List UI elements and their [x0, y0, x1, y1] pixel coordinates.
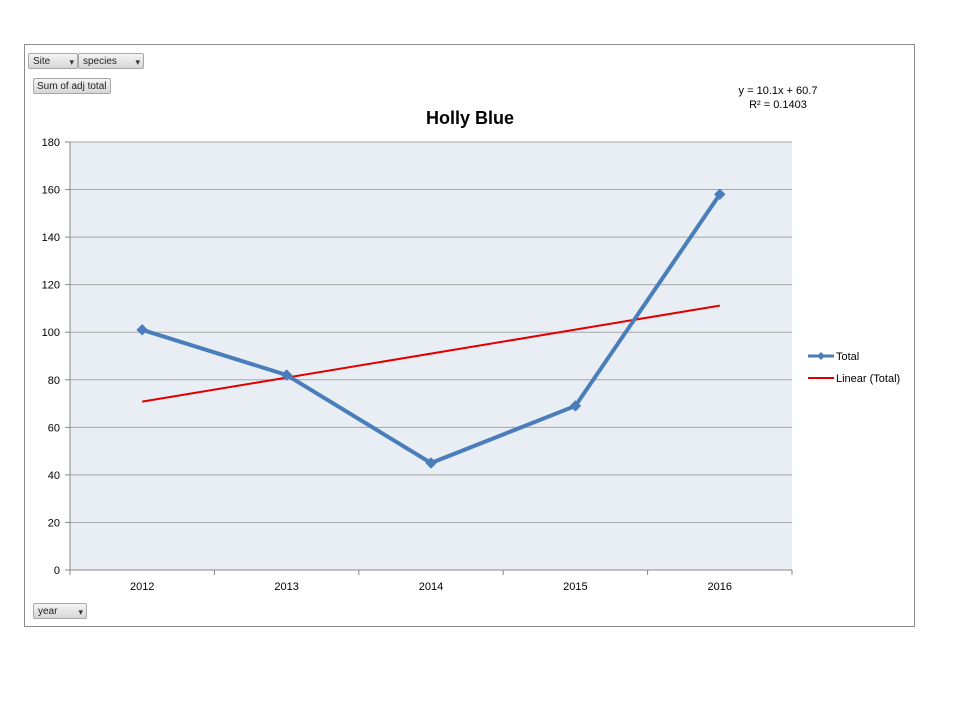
x-tick-label: 2014 — [419, 581, 443, 593]
trendline-equation: y = 10.1x + 60.7 R² = 0.1403 — [728, 84, 828, 112]
filter-dropdown-icon: ▾ — [78, 607, 83, 617]
filter-dropdown-icon: ▾ — [135, 57, 140, 67]
y-tick-label: 20 — [48, 517, 60, 529]
data-point — [425, 457, 437, 469]
y-tick-label: 180 — [42, 137, 60, 149]
y-tick-label: 160 — [42, 185, 60, 197]
legend-label-linear: Linear (Total) — [836, 373, 900, 385]
data-point — [280, 369, 293, 381]
legend-label-total: Total — [836, 351, 859, 363]
species-field-label: species — [83, 56, 117, 67]
trendline-formula: y = 10.1x + 60.7 — [738, 85, 818, 97]
y-tick-label: 140 — [42, 232, 60, 244]
data-point — [136, 324, 148, 336]
x-tick-label: 2015 — [563, 581, 587, 593]
chart-title: Holly Blue — [426, 108, 514, 128]
axes: 0 20 40 60 80 100 120 140 160 180 2012 2013 2014 2015… — [42, 137, 793, 593]
x-tick-label: 2016 — [708, 581, 732, 593]
y-tick-label: 40 — [48, 470, 60, 482]
value-field-label: Sum of adj total — [37, 81, 107, 92]
plot-area — [70, 142, 792, 570]
gridlines — [70, 141, 792, 523]
site-field-button[interactable]: Site ▾ — [28, 53, 78, 69]
value-field-button[interactable]: Sum of adj total — [33, 78, 111, 94]
site-field-label: Site — [33, 56, 51, 67]
x-tick-label: 2012 — [130, 581, 154, 593]
trendline-r-squared: R² = 0.1403 — [749, 99, 807, 111]
y-tick-label: 0 — [54, 565, 60, 577]
x-tick-label: 2013 — [274, 581, 298, 593]
y-tick-label: 120 — [42, 280, 60, 292]
trendline — [142, 304, 720, 403]
year-field-button[interactable]: year ▾ — [33, 603, 87, 619]
year-field-label: year — [38, 606, 58, 617]
legend: Total Linear (Total) — [808, 351, 900, 385]
data-point — [569, 400, 582, 412]
y-tick-label: 80 — [48, 375, 60, 387]
legend-marker-total — [817, 352, 825, 360]
species-field-button[interactable]: species ▾ — [78, 53, 144, 69]
trendline-layer — [142, 304, 720, 403]
data-point — [714, 188, 726, 201]
series-layer — [136, 188, 726, 469]
y-tick-label: 100 — [42, 327, 60, 339]
y-tick-label: 60 — [48, 422, 60, 434]
filter-dropdown-icon: ▾ — [69, 57, 74, 67]
